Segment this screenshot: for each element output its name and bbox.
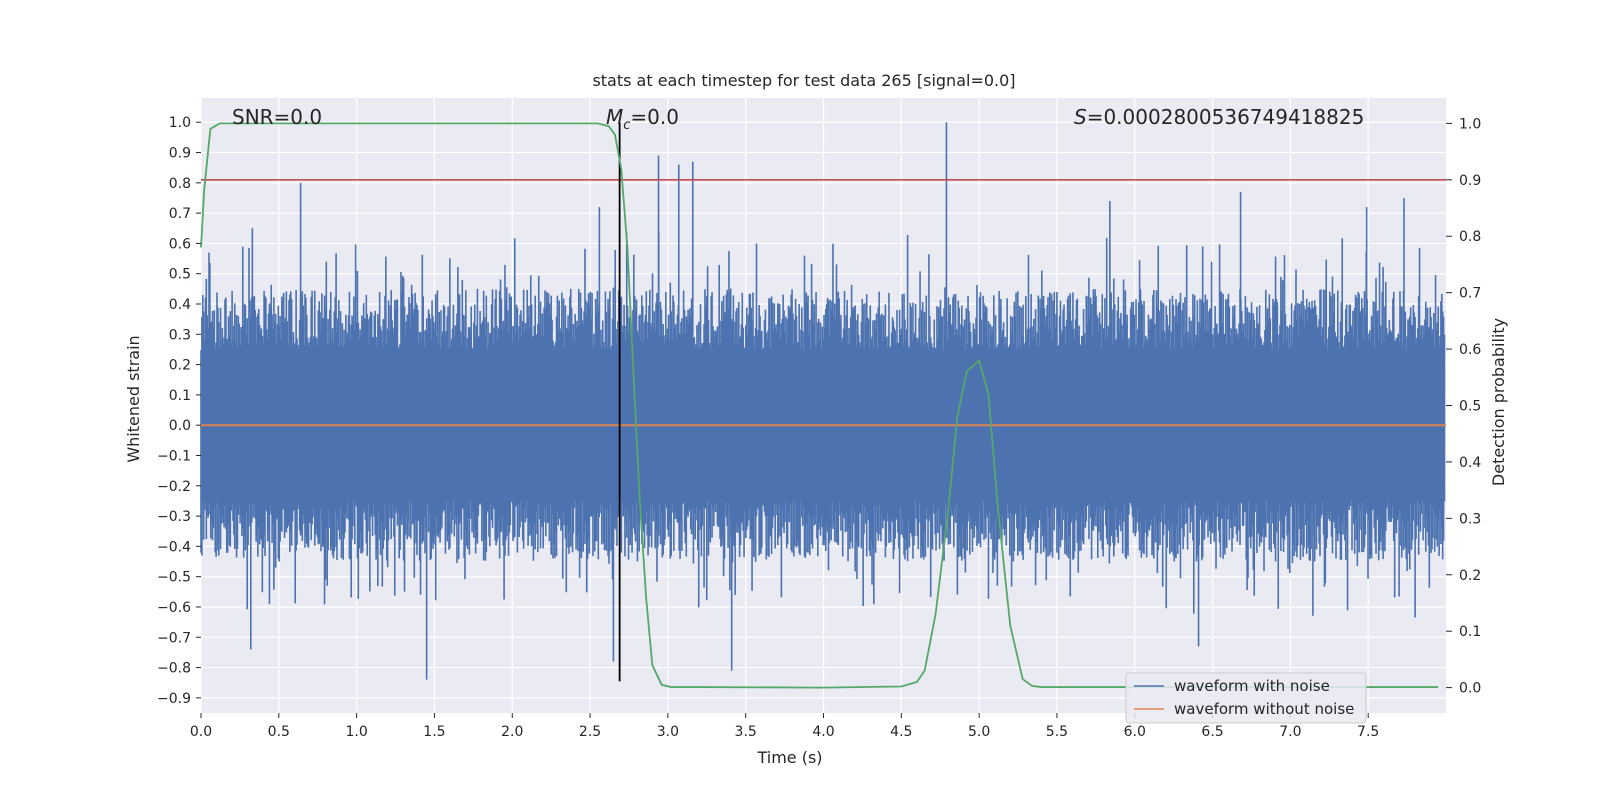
- x-axis-ticks: 0.0 0.5 1.0 1.5 2.0 2.5 3.0 3.5 4.0 4.5 5.0 5.5 6.0 6…: [190, 713, 1379, 740]
- x-tick-label: 0.0: [190, 724, 212, 740]
- detection-probability-line: [200, 122, 1439, 689]
- y2-tick-label: 0.7: [1459, 286, 1481, 302]
- y-tick-label: −0.1: [157, 448, 191, 464]
- x-tick-label: 3.0: [657, 724, 679, 740]
- y2-axis-label: Detection probability: [1489, 318, 1508, 486]
- y-tick-label: 0.7: [169, 206, 191, 222]
- x-tick-label: 5.5: [1046, 724, 1068, 740]
- x-tick-label: 1.0: [345, 724, 367, 740]
- detection-probability-series: [200, 122, 1439, 689]
- x-tick-label: 2.0: [501, 724, 523, 740]
- legend-label-noise: waveform with noise: [1174, 677, 1330, 695]
- y2-tick-label: 0.9: [1459, 173, 1481, 189]
- y-tick-label: −0.2: [157, 479, 191, 495]
- y-tick-label: 0.1: [169, 388, 191, 404]
- y-tick-label: 0.9: [169, 146, 191, 162]
- y-tick-label: 0.4: [169, 297, 191, 313]
- y-axis-left-ticks: 1.0 0.9 0.8 0.7 0.6 0.5 0.4 0.3 0.2 0.1 0.0 −0.1 −0.…: [157, 115, 201, 707]
- legend-label-clean: waveform without noise: [1174, 700, 1354, 718]
- x-tick-label: 6.0: [1124, 724, 1146, 740]
- y-tick-label: 0.3: [169, 327, 191, 343]
- y-tick-label: −0.6: [157, 600, 191, 616]
- y-tick-label: 0.5: [169, 267, 191, 283]
- y-tick-label: −0.7: [157, 630, 191, 646]
- chirp-mass-value: =0.0: [630, 105, 679, 129]
- chirp-mass-symbol: M: [606, 105, 623, 129]
- y-axis-label: Whitened strain: [124, 335, 143, 462]
- y-tick-label: 0.6: [169, 236, 191, 252]
- y-tick-label: −0.8: [157, 661, 191, 677]
- legend: waveform with noise waveform without noi…: [1125, 672, 1367, 724]
- y2-tick-label: 0.2: [1459, 568, 1481, 584]
- y2-tick-label: 0.0: [1459, 681, 1481, 697]
- y-tick-label: −0.4: [157, 539, 191, 555]
- y2-tick-label: 0.6: [1459, 342, 1481, 358]
- x-tick-label: 0.5: [268, 724, 290, 740]
- x-tick-label: 7.0: [1279, 724, 1301, 740]
- y-tick-label: 1.0: [169, 115, 191, 131]
- x-tick-label: 4.5: [890, 724, 912, 740]
- chirp-mass-subscript: c: [623, 118, 630, 133]
- x-tick-label: 3.5: [735, 724, 757, 740]
- x-tick-label: 1.5: [423, 724, 445, 740]
- y-tick-label: −0.9: [157, 691, 191, 707]
- legend-box: [1125, 672, 1367, 724]
- y2-tick-label: 0.1: [1459, 624, 1481, 640]
- y-tick-label: −0.3: [157, 509, 191, 525]
- y2-tick-label: 0.4: [1459, 455, 1481, 471]
- snr-annotation: SNR=0.0: [232, 105, 322, 129]
- x-axis-label: Time (s): [756, 748, 822, 767]
- chart-title: stats at each timestep for test data 265…: [592, 71, 1015, 90]
- score-annotation: S=0.0002800536749418825: [1074, 105, 1364, 129]
- x-tick-label: 4.0: [812, 724, 834, 740]
- score-symbol: S: [1074, 105, 1087, 129]
- y-axis-right-ticks: 1.0 0.9 0.8 0.7 0.6 0.5 0.4 0.3 0.2 0.1 0.0: [1446, 116, 1481, 697]
- y-tick-label: −0.5: [157, 570, 191, 586]
- y2-tick-label: 1.0: [1459, 116, 1481, 132]
- y-tick-label: 0.0: [169, 418, 191, 434]
- score-value: =0.0002800536749418825: [1087, 105, 1365, 129]
- y2-tick-label: 0.5: [1459, 399, 1481, 415]
- x-tick-label: 6.5: [1201, 724, 1223, 740]
- chirp-mass-annotation: Mc=0.0: [606, 105, 679, 133]
- x-tick-label: 7.5: [1357, 724, 1379, 740]
- x-tick-label: 5.0: [968, 724, 990, 740]
- y-tick-label: 0.2: [169, 358, 191, 374]
- waveform-with-noise-series: [200, 122, 1446, 680]
- y2-tick-label: 0.8: [1459, 229, 1481, 245]
- y2-tick-label: 0.3: [1459, 511, 1481, 527]
- x-tick-label: 2.5: [579, 724, 601, 740]
- y-tick-label: 0.8: [169, 176, 191, 192]
